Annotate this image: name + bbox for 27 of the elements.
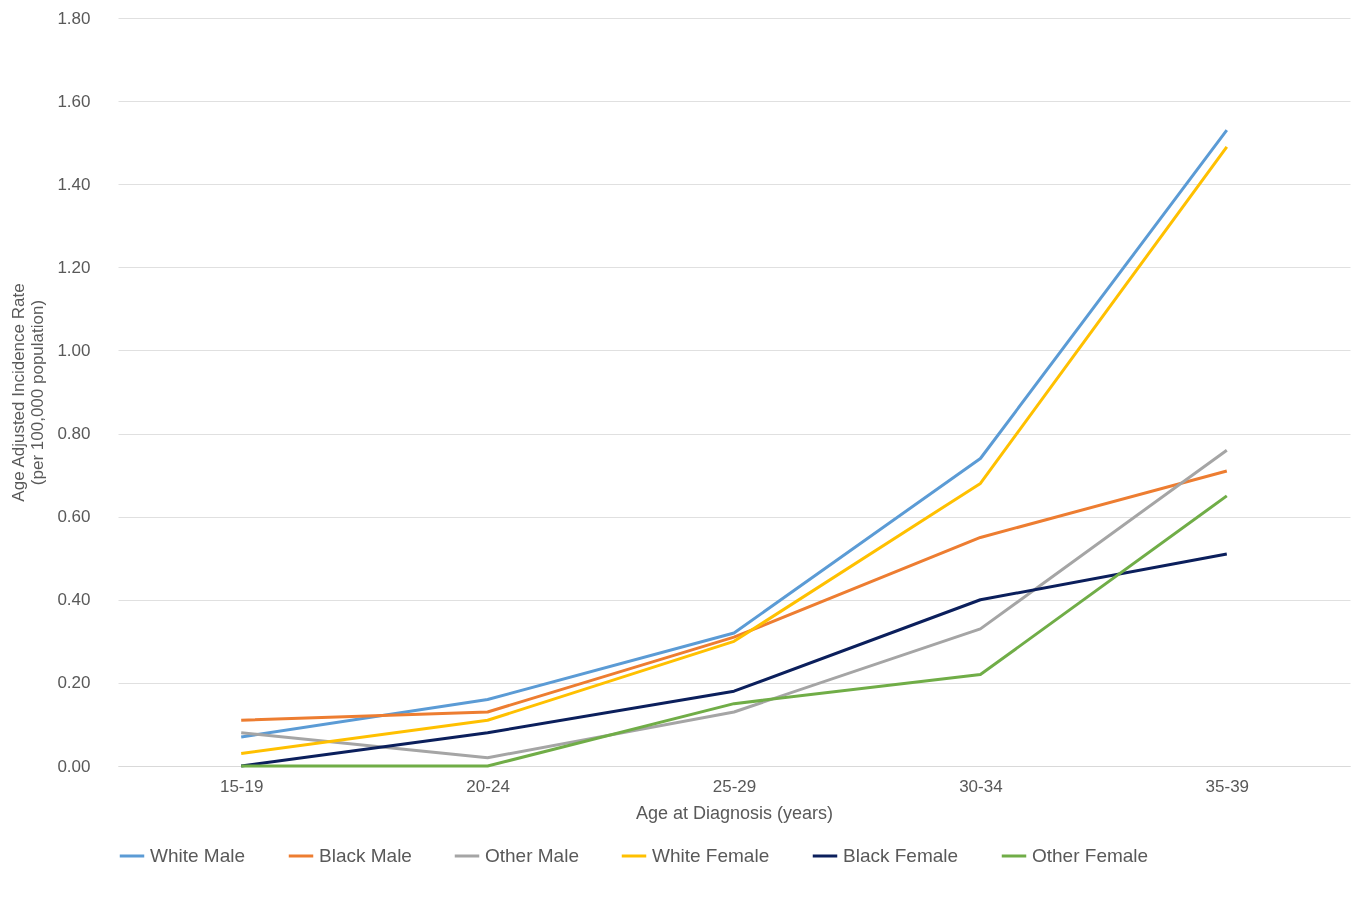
line-series [239,469,1229,722]
y-tick-label: 1.80 [57,8,91,28]
x-tick-label: 15-19 [219,776,264,796]
y-tick-label: 0.20 [57,673,91,693]
y-tick-label: 1.60 [57,91,91,111]
legend-label: Other Female [1032,845,1149,866]
y-tick-label: 1.40 [57,174,91,194]
x-tick-label: 20-24 [466,776,510,796]
line-series [239,448,1229,760]
y-tick-label: 0.00 [57,756,91,776]
x-axis-title: Age at Diagnosis (years) [635,802,834,823]
y-tick-label: 0.40 [57,590,91,610]
legend-label: White Male [150,845,246,866]
x-tick-label: 25-29 [712,776,757,796]
legend-label: Black Female [843,845,959,866]
legend-label: White Female [652,845,770,866]
y-axis-title: Age Adjusted Incidence Rate (per 100,000 population) [9,283,48,502]
y-tick-label: 1.20 [57,257,91,277]
y-tick-label: 1.00 [57,340,91,360]
legend-label: Other Male [485,845,579,866]
legend-label: Black Male [319,845,412,866]
x-tick-label: 35-39 [1205,776,1250,796]
y-tick-label: 0.80 [57,424,91,444]
x-tick-label: 30-34 [959,776,1003,796]
line-series [239,494,1229,768]
y-tick-label: 0.60 [57,507,91,527]
line-series [239,552,1229,768]
